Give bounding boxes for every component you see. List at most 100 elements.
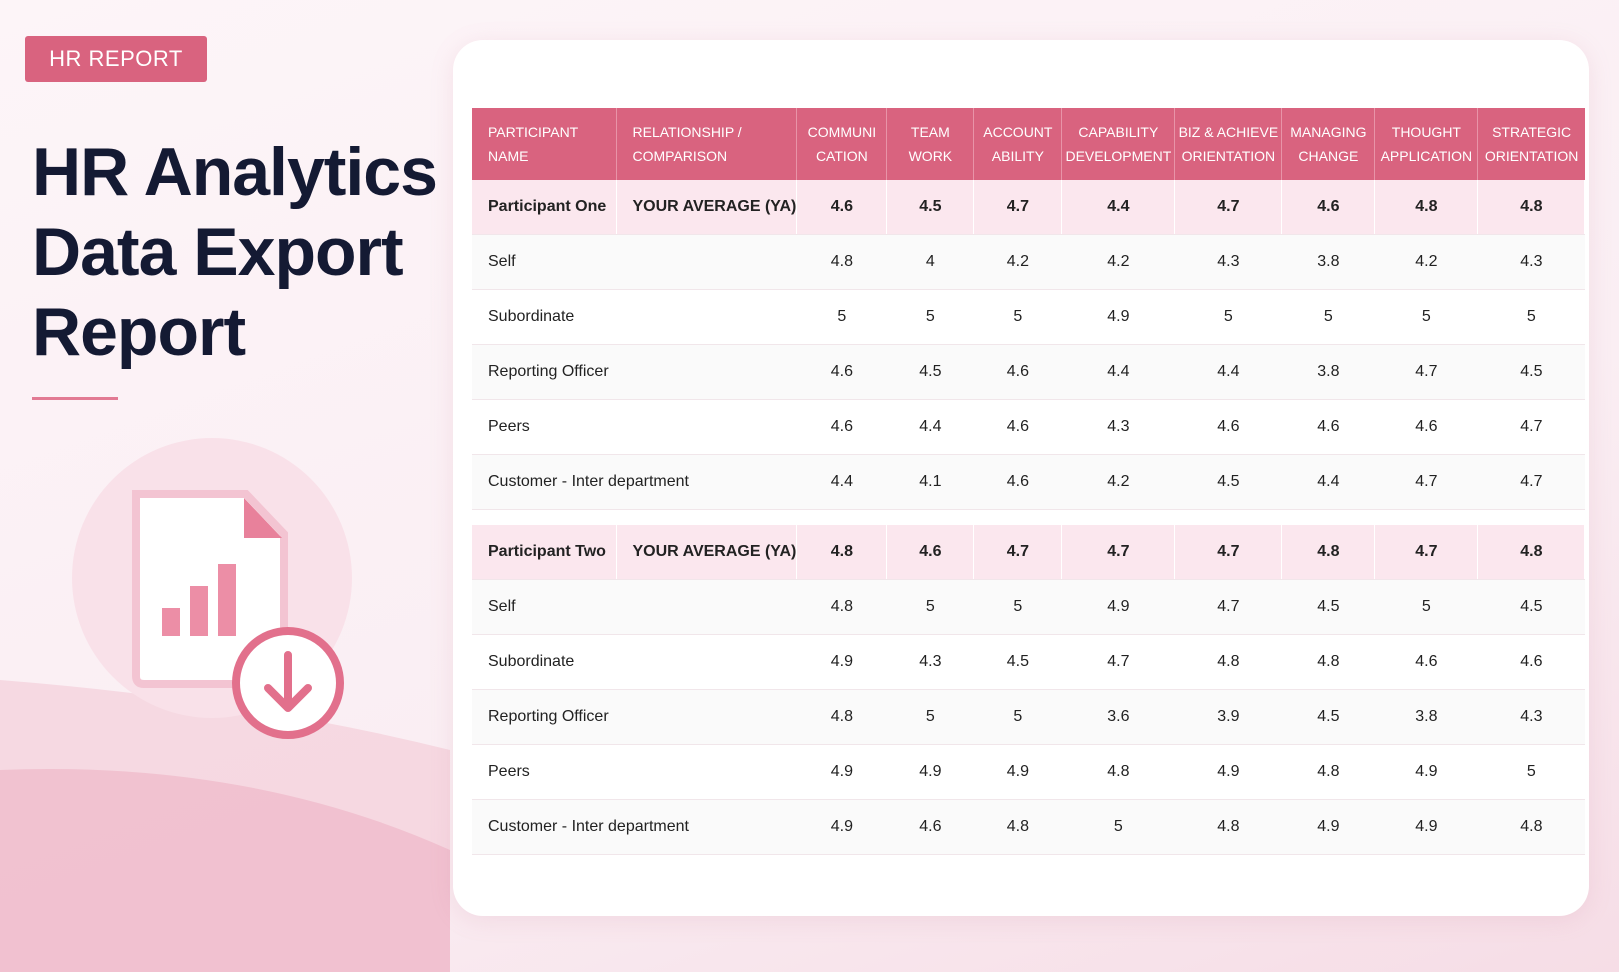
average-value: 4.7 <box>1061 525 1176 580</box>
score-value: 4.6 <box>973 399 1062 455</box>
participant-name: Participant One <box>472 180 617 235</box>
score-value: 5 <box>973 689 1062 745</box>
score-value: 4.6 <box>796 399 887 455</box>
data-row: Reporting Officer 4.8 5 5 3.6 3.9 4.5 3.8 4.3 <box>472 689 1585 745</box>
header-line: APPLICATION <box>1380 148 1473 164</box>
score-value: 4.8 <box>1281 744 1375 800</box>
header-line: NAME <box>488 148 529 164</box>
data-row: Subordinate 4.9 4.3 4.5 4.7 4.8 4.8 4.6 4.6 <box>472 634 1585 690</box>
header-line: TEAM <box>910 124 950 140</box>
icon-bar <box>190 586 208 636</box>
score-value: 4.7 <box>1477 399 1585 455</box>
title-line: Data Export <box>32 214 404 290</box>
score-value: 4.6 <box>1477 634 1585 690</box>
score-value: 4.5 <box>886 344 974 400</box>
row-label: YOUR AVERAGE (YA) <box>616 180 798 235</box>
row-label: Reporting Officer <box>472 344 797 400</box>
score-value: 4.6 <box>886 799 974 855</box>
score-value: 5 <box>886 689 974 745</box>
icon-bar <box>218 564 236 636</box>
title-line: HR Analytics <box>32 134 438 210</box>
header-line: WORK <box>908 148 953 164</box>
score-value: 4.2 <box>1374 234 1478 290</box>
average-row: Participant One YOUR AVERAGE (YA) 4.6 4.5 4.… <box>472 180 1586 235</box>
average-row: Participant Two YOUR AVERAGE (YA) 4.8 4.6 4.… <box>472 525 1586 580</box>
badge: HR REPORT <box>25 36 207 82</box>
score-value: 3.8 <box>1281 344 1375 400</box>
score-value: 4.6 <box>1174 399 1282 455</box>
score-value: 5 <box>886 289 974 345</box>
average-value: 4.7 <box>1174 525 1283 580</box>
header-line: ACCOUNT <box>983 124 1053 140</box>
score-value: 3.6 <box>1061 689 1175 745</box>
score-value: 4.9 <box>1374 799 1478 855</box>
data-row: Self 4.8 5 5 4.9 4.7 4.5 5 4.5 <box>472 579 1585 635</box>
header-line: ABILITY <box>991 148 1044 164</box>
row-label: Reporting Officer <box>472 689 797 745</box>
score-value: 4.2 <box>1061 454 1175 510</box>
score-value: 3.9 <box>1174 689 1282 745</box>
header-line: RELATIONSHIP / <box>632 124 742 140</box>
average-value: 4.5 <box>886 180 975 235</box>
average-value: 4.7 <box>973 180 1063 235</box>
score-value: 4.9 <box>1174 744 1282 800</box>
group-gap <box>472 509 1585 525</box>
score-value: 4.7 <box>1477 454 1585 510</box>
score-value: 4.5 <box>1477 579 1585 635</box>
header-line: BIZ & ACHIEVE <box>1178 124 1279 140</box>
column-header: RELATIONSHIP / COMPARISON <box>616 108 798 180</box>
score-value: 4.9 <box>1061 289 1175 345</box>
score-value: 5 <box>1477 289 1585 345</box>
score-value: 4.8 <box>1477 799 1585 855</box>
score-value: 4.6 <box>1281 399 1375 455</box>
average-value: 4.7 <box>1174 180 1283 235</box>
average-value: 4.7 <box>973 525 1063 580</box>
row-label: Subordinate <box>472 289 797 345</box>
score-value: 4.7 <box>1374 344 1478 400</box>
score-value: 5 <box>1374 289 1478 345</box>
score-value: 4.6 <box>1374 634 1478 690</box>
data-row: Self 4.8 4 4.2 4.2 4.3 3.8 4.2 4.3 <box>472 234 1585 290</box>
row-label: Customer - Inter department <box>472 454 797 510</box>
score-value: 4.3 <box>886 634 974 690</box>
score-value: 5 <box>1174 289 1282 345</box>
score-value: 4.6 <box>973 454 1062 510</box>
icon-bar <box>162 608 180 636</box>
score-value: 4.7 <box>1061 634 1175 690</box>
average-value: 4.8 <box>1477 525 1586 580</box>
score-value: 5 <box>796 289 887 345</box>
data-row: Peers 4.9 4.9 4.9 4.8 4.9 4.8 4.9 5 <box>472 744 1585 800</box>
column-header: STRATEGIC ORIENTATION <box>1477 108 1585 180</box>
data-row: Customer - Inter department 4.9 4.6 4.8 5 4.8… <box>472 799 1585 855</box>
table-card: PARTICIPANT NAME RELATIONSHIP / COMPARISON C… <box>453 40 1589 916</box>
score-value: 4.4 <box>1174 344 1282 400</box>
score-value: 5 <box>973 579 1062 635</box>
average-value: 4.7 <box>1374 525 1479 580</box>
score-value: 4.6 <box>796 344 887 400</box>
score-value: 4.7 <box>1374 454 1478 510</box>
download-arrow <box>264 651 312 712</box>
score-value: 5 <box>1477 744 1585 800</box>
row-label: Self <box>472 234 797 290</box>
score-value: 4.9 <box>796 744 887 800</box>
header-line: CATION <box>815 148 868 164</box>
score-value: 4.3 <box>1477 234 1585 290</box>
score-value: 4.8 <box>1281 634 1375 690</box>
average-value: 4.8 <box>796 525 888 580</box>
score-value: 4.9 <box>1281 799 1375 855</box>
score-value: 4.5 <box>1174 454 1282 510</box>
average-value: 4.6 <box>886 525 975 580</box>
score-value: 3.8 <box>1281 234 1375 290</box>
score-value: 4.8 <box>796 579 887 635</box>
header-line: ORIENTATION <box>1181 148 1276 164</box>
gap-cell <box>472 509 1585 525</box>
column-header: ACCOUNT ABILITY <box>973 108 1063 180</box>
score-value: 4.4 <box>1061 344 1175 400</box>
score-value: 4.8 <box>796 234 887 290</box>
score-value: 5 <box>973 289 1062 345</box>
data-table: PARTICIPANT NAME RELATIONSHIP / COMPARISON C… <box>472 108 1586 855</box>
row-label: Peers <box>472 399 797 455</box>
score-value: 4.6 <box>1374 399 1478 455</box>
score-value: 4.8 <box>973 799 1062 855</box>
